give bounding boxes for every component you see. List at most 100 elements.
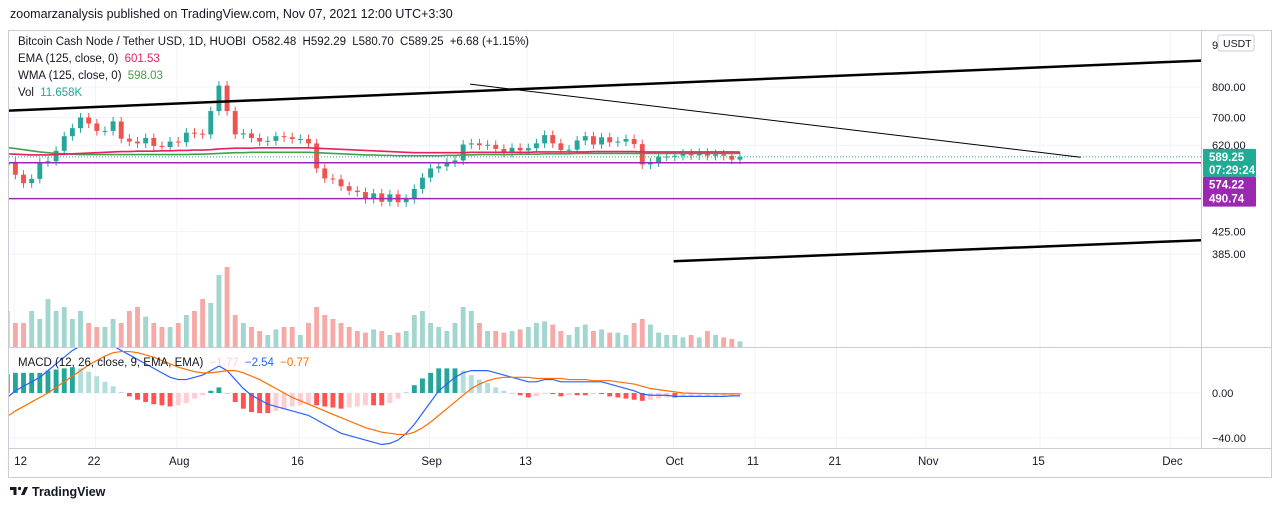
volume-bar (0, 307, 2, 347)
legend-close: 589.25 (408, 36, 444, 48)
macd-histogram-bar (208, 390, 214, 393)
volume-bar (477, 323, 482, 347)
candle-body (721, 154, 727, 156)
volume-bar (525, 327, 531, 347)
candle-body (12, 162, 18, 175)
macd-histogram-bar (599, 393, 605, 395)
volume-bar (420, 311, 425, 347)
candle-body (135, 141, 140, 144)
candle-body (159, 145, 165, 148)
candle-body (525, 148, 531, 151)
candle-body (338, 179, 344, 187)
candle-body (322, 168, 328, 179)
tradingview-logo-icon (10, 486, 28, 495)
volume-bar (192, 311, 197, 347)
candle-body (78, 117, 83, 129)
volume-bar (183, 315, 189, 347)
candle-body (69, 128, 75, 137)
macd-histogram-bar (78, 368, 83, 393)
volume-bar (444, 331, 450, 347)
main-pane[interactable] (0, 59, 1244, 347)
macd-histogram-bar (37, 372, 43, 393)
publisher-line: zoomarzanalysis published on TradingView… (10, 7, 453, 21)
volume-bar (314, 307, 320, 347)
macd-histogram-bar (525, 393, 531, 398)
drawings (9, 59, 1201, 263)
macd-histogram-bar (281, 393, 287, 409)
volume-bar (224, 267, 230, 347)
macd-histogram-bar (509, 393, 515, 394)
volume-bar (232, 315, 238, 347)
legend-vol-label: Vol (18, 87, 34, 99)
time-tick-label: 13 (519, 456, 532, 468)
macd-histogram-bar (0, 376, 2, 393)
candle-body (224, 85, 230, 112)
volume-bar (265, 335, 271, 347)
macd-histogram-bar (444, 368, 450, 393)
macd-histogram-bar (542, 393, 548, 395)
macd-axis[interactable]: 0.00 −40.00 (1212, 388, 1246, 445)
macd-histogram-bar (574, 393, 580, 396)
macd-histogram-bar (493, 387, 499, 393)
volume-bar (78, 311, 83, 347)
candle-body (21, 174, 26, 184)
legend-vol-row[interactable]: Vol 11.658K (18, 87, 85, 99)
macd-histogram-bar (501, 390, 507, 393)
macd-pane[interactable] (0, 344, 1201, 446)
macd-histogram-bar (159, 393, 165, 406)
volume-bar (713, 335, 718, 347)
candle-body (623, 139, 629, 142)
volume-bar (428, 323, 434, 347)
macd-histogram-bar (696, 393, 702, 396)
macd-histogram-bar (175, 393, 181, 406)
level-badge-574[interactable] (1203, 176, 1256, 193)
currency-badge[interactable] (1217, 34, 1255, 52)
candle-body (249, 133, 254, 138)
level-badge-490[interactable] (1203, 190, 1256, 207)
candle-body (216, 85, 222, 112)
volume-bar (680, 337, 686, 347)
legend-close-label: C (400, 36, 409, 48)
macd-histogram-bar (232, 393, 238, 402)
volume-bar (599, 329, 605, 347)
candle-body (582, 136, 588, 141)
macd-histogram-bar (590, 393, 596, 395)
macd-histogram-bar (639, 393, 645, 401)
volume-bar (69, 319, 75, 347)
candle-body (688, 153, 694, 156)
volume-bar (403, 331, 409, 347)
macd-histogram-bar (322, 393, 328, 407)
macd-histogram-bar (12, 372, 18, 393)
legend-macd-row[interactable]: MACD (12, 26, close, 9, EMA, EMA) −1.77 … (18, 357, 312, 369)
legend-ema-value: 601.53 (124, 53, 160, 65)
time-tick-label: Dec (1162, 456, 1183, 468)
macd-histogram-bar (436, 368, 442, 393)
candle-body (257, 137, 263, 142)
volume-bar (509, 331, 515, 347)
candle-body (143, 137, 149, 144)
legend-ema-row[interactable]: EMA (125, close, 0) 601.53 (18, 53, 163, 65)
macd-histogram-bar (582, 393, 588, 396)
moving-averages (9, 146, 1201, 158)
volume-bar (460, 307, 466, 347)
macd-histogram-bar (330, 393, 336, 408)
last-price-badge[interactable] (1203, 148, 1256, 177)
volume-bar (729, 339, 735, 347)
candle-body (737, 156, 743, 160)
macd-histogram-bar (680, 393, 686, 397)
macd-histogram-bar (297, 393, 303, 406)
volume-bar (330, 319, 336, 347)
volume-bar (395, 332, 401, 347)
time-tick-label: 16 (291, 456, 304, 468)
time-axis[interactable]: 12 22 Aug 16 Sep 13 Oct 11 21 Nov 15 Dec (14, 456, 1183, 468)
volume-bar (542, 321, 548, 347)
volume-bar (354, 331, 360, 347)
macd-histogram-bar (346, 393, 352, 408)
legend-wma-row[interactable]: WMA (125, close, 0) 598.03 (18, 70, 166, 82)
volume-bar (631, 323, 637, 347)
macd-histogram-bar (69, 367, 75, 393)
footer-brand[interactable]: TradingView (10, 485, 105, 499)
volume-bar (590, 331, 596, 347)
